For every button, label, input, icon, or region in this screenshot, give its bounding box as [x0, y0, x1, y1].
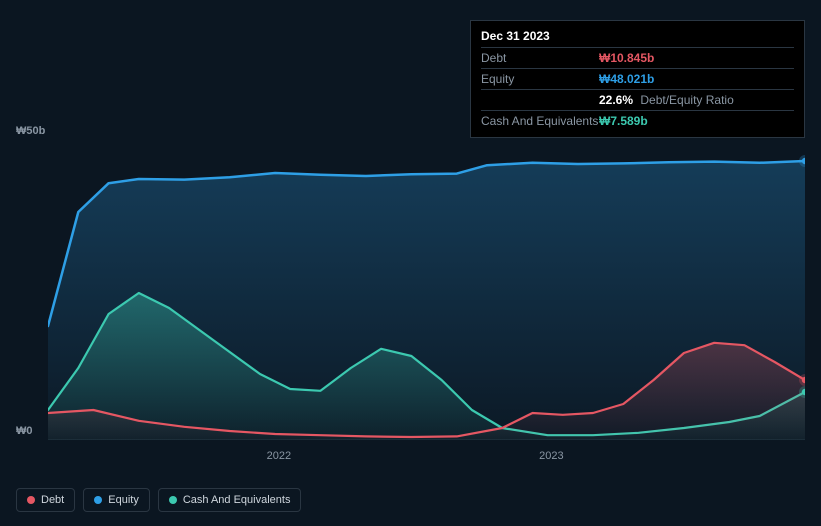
chart-svg [48, 140, 805, 440]
x-tick-label: 2023 [539, 450, 563, 462]
tooltip-value: 22.6% Debt/Equity Ratio [599, 93, 734, 107]
tooltip-label [481, 93, 599, 107]
tooltip-ratio-suffix: Debt/Equity Ratio [640, 93, 733, 107]
legend-swatch [94, 496, 102, 504]
legend: Debt Equity Cash And Equivalents [16, 488, 301, 512]
legend-item-cash[interactable]: Cash And Equivalents [158, 488, 302, 512]
legend-label: Debt [41, 494, 64, 506]
tooltip-ratio-value: 22.6% [599, 93, 633, 107]
legend-label: Equity [108, 494, 139, 506]
legend-item-equity[interactable]: Equity [83, 488, 150, 512]
tooltip-label: Equity [481, 72, 599, 86]
tooltip-card: Dec 31 2023 Debt ₩10.845b Equity ₩48.021… [470, 20, 805, 138]
y-tick-label: ₩50b [16, 125, 45, 137]
tooltip-value: ₩10.845b [599, 51, 654, 65]
tooltip-row-debt: Debt ₩10.845b [481, 47, 794, 68]
tooltip-row-ratio: 22.6% Debt/Equity Ratio [481, 89, 794, 110]
y-tick-label: ₩0 [16, 425, 33, 437]
tooltip-date: Dec 31 2023 [481, 27, 794, 47]
x-tick-label: 2022 [267, 450, 291, 462]
chart-plot[interactable] [48, 140, 805, 440]
legend-swatch [27, 496, 35, 504]
tooltip-label: Debt [481, 51, 599, 65]
tooltip-row-equity: Equity ₩48.021b [481, 68, 794, 89]
x-axis: 2022 2023 [48, 450, 805, 470]
legend-item-debt[interactable]: Debt [16, 488, 75, 512]
tooltip-value: ₩48.021b [599, 72, 654, 86]
legend-swatch [169, 496, 177, 504]
chart-area: ₩50b ₩0 [16, 125, 805, 445]
legend-label: Cash And Equivalents [183, 494, 291, 506]
